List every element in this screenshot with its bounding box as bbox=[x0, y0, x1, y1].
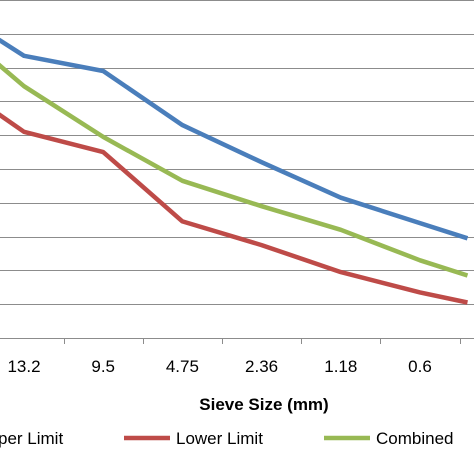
x-tick-label: 2.36 bbox=[245, 357, 278, 376]
x-tick-label: 9.5 bbox=[91, 357, 115, 376]
x-tick-label: 1.18 bbox=[324, 357, 357, 376]
legend-label: per Limit bbox=[0, 429, 63, 448]
x-tick-label: 13.2 bbox=[7, 357, 40, 376]
series-lines bbox=[0, 37, 469, 305]
series-line-3 bbox=[0, 62, 469, 278]
x-tick-label: 4.75 bbox=[166, 357, 199, 376]
series-line-2 bbox=[0, 112, 468, 305]
legend: per Limit Lower Limit Combined bbox=[0, 429, 454, 448]
legend-label: Combined bbox=[376, 429, 454, 448]
legend-label: Lower Limit bbox=[176, 429, 263, 448]
x-tick-label: 0.6 bbox=[408, 357, 432, 376]
gridlines bbox=[0, 0, 474, 344]
series-line-1 bbox=[0, 37, 469, 241]
x-tick-labels: 13.2 9.5 4.75 2.36 1.18 0.6 bbox=[7, 357, 431, 376]
x-axis-title: Sieve Size (mm) bbox=[199, 395, 328, 414]
